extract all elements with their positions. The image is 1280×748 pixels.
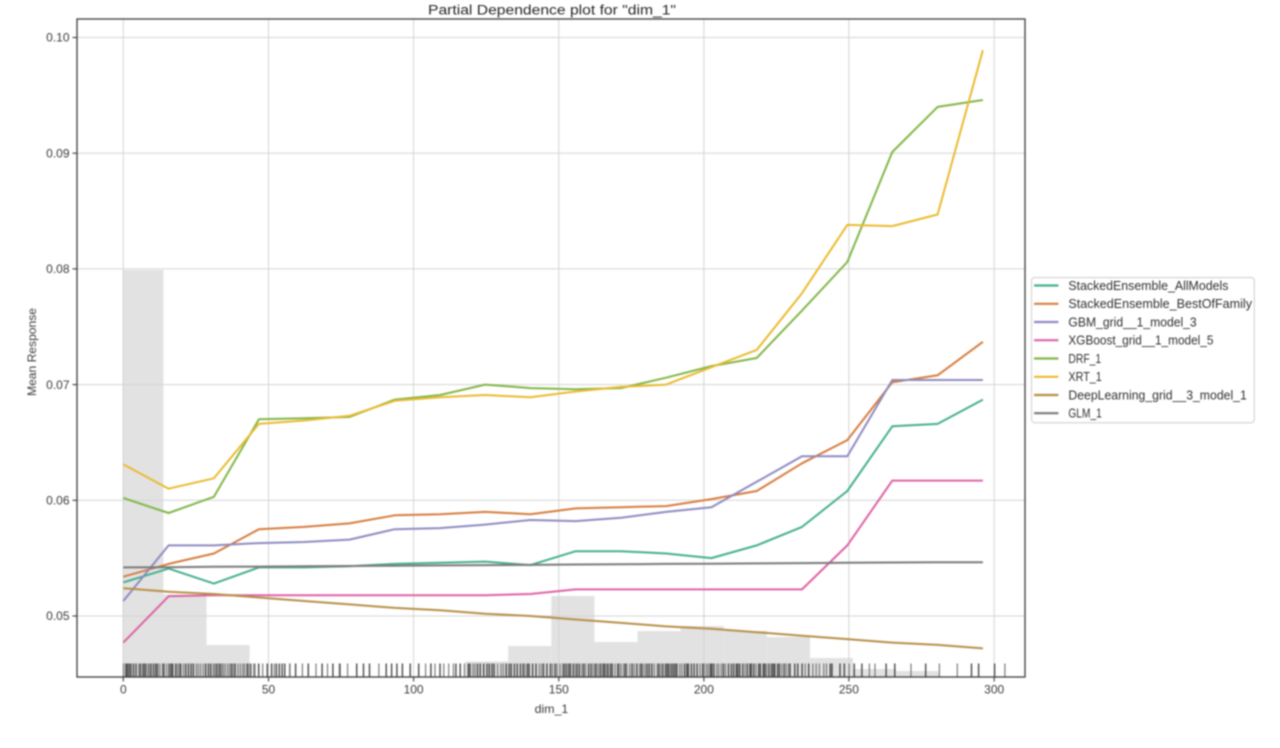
svg-text:GLM_1: GLM_1 xyxy=(1068,407,1101,421)
svg-text:XGBoost_grid__1_model_5: XGBoost_grid__1_model_5 xyxy=(1068,334,1213,348)
svg-text:DRF_1: DRF_1 xyxy=(1068,352,1101,366)
svg-text:GBM_grid__1_model_3: GBM_grid__1_model_3 xyxy=(1068,315,1196,329)
svg-text:300: 300 xyxy=(984,683,1004,697)
svg-text:dim_1: dim_1 xyxy=(535,702,569,716)
svg-text:0.09: 0.09 xyxy=(46,146,70,160)
svg-text:100: 100 xyxy=(404,683,424,697)
svg-text:0: 0 xyxy=(120,683,127,697)
svg-text:XRT_1: XRT_1 xyxy=(1068,370,1101,384)
svg-text:Partial Dependence plot for "d: Partial Dependence plot for "dim_1" xyxy=(428,3,676,18)
svg-text:250: 250 xyxy=(839,683,859,697)
svg-text:DeepLearning_grid__3_model_1: DeepLearning_grid__3_model_1 xyxy=(1068,388,1246,402)
svg-text:200: 200 xyxy=(694,683,714,697)
svg-text:Mean Response: Mean Response xyxy=(25,308,39,396)
svg-text:50: 50 xyxy=(262,683,276,697)
svg-text:0.10: 0.10 xyxy=(46,31,70,45)
svg-text:0.07: 0.07 xyxy=(46,378,70,392)
svg-text:0.05: 0.05 xyxy=(46,609,70,623)
svg-text:StackedEnsemble_BestOfFamily: StackedEnsemble_BestOfFamily xyxy=(1068,297,1252,311)
svg-text:0.08: 0.08 xyxy=(46,262,70,276)
svg-text:StackedEnsemble_AllModels: StackedEnsemble_AllModels xyxy=(1068,279,1228,293)
svg-text:150: 150 xyxy=(549,683,569,697)
svg-text:0.06: 0.06 xyxy=(46,494,70,508)
